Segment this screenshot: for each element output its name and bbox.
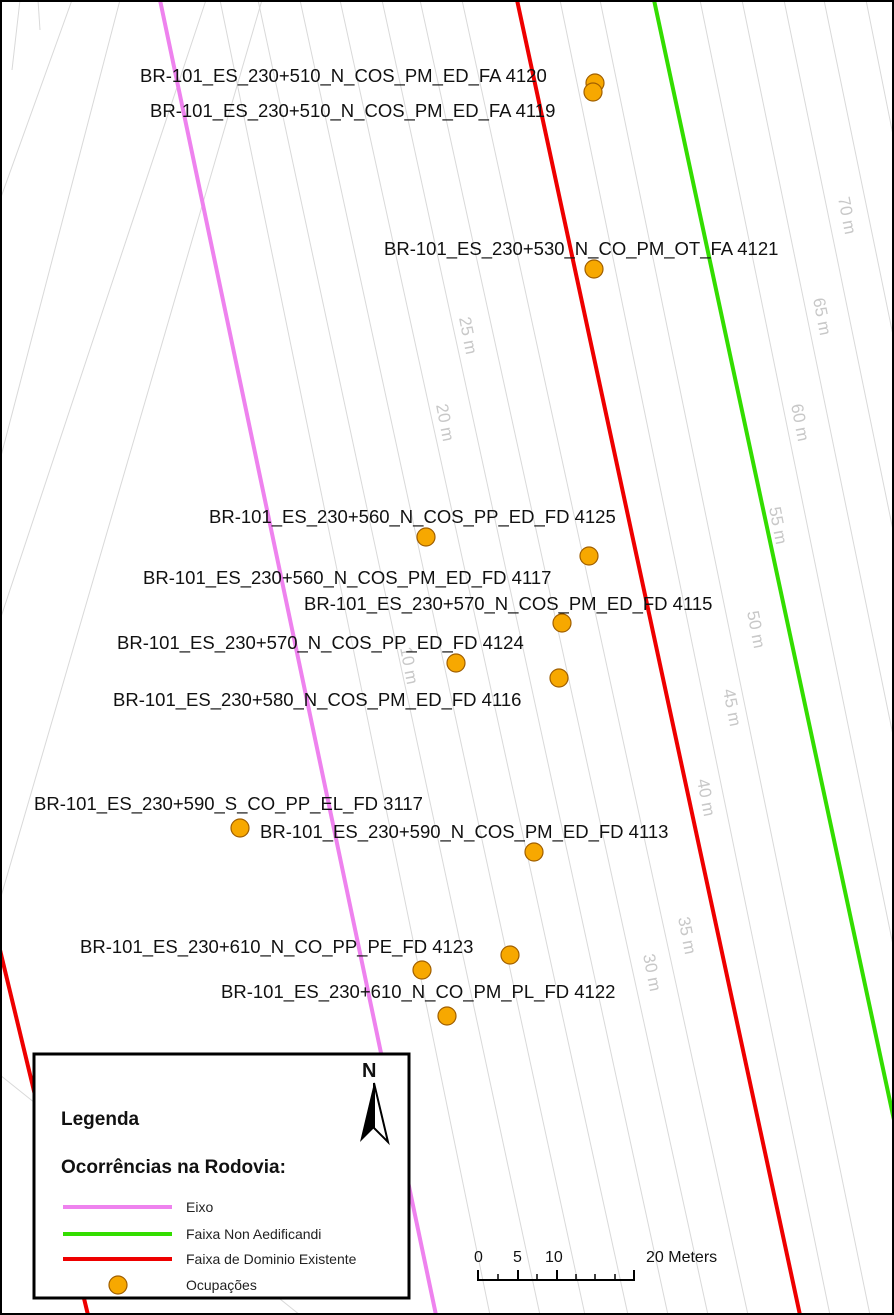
distance-label: 60 m bbox=[787, 402, 813, 443]
distance-label: 35 m bbox=[674, 915, 700, 956]
distance-label: 25 m bbox=[455, 315, 481, 356]
occurrence-point[interactable] bbox=[416, 527, 436, 547]
occurrence-point[interactable] bbox=[446, 653, 466, 673]
occurrence-point[interactable] bbox=[579, 546, 599, 566]
legend: Legenda Ocorrências na Rodovia: Eixo Fai… bbox=[32, 1052, 411, 1300]
distance-label: 65 m bbox=[809, 296, 835, 337]
scale-tick-label: 0 bbox=[474, 1249, 483, 1266]
occurrence-label: BR-101_ES_230+590_N_COS_PM_ED_FD 4113 bbox=[260, 821, 668, 843]
distance-label: 40 m bbox=[693, 777, 719, 818]
legend-subtitle: Ocorrências na Rodovia: bbox=[61, 1157, 286, 1178]
occurrence-point[interactable] bbox=[549, 668, 569, 688]
occurrence-labels: BR-101_ES_230+510_N_COS_PM_ED_FA 4120 BR… bbox=[34, 65, 778, 1003]
occurrence-label: BR-101_ES_230+580_N_COS_PM_ED_FD 4116 bbox=[113, 689, 521, 711]
scale-tick-label: 5 bbox=[513, 1249, 522, 1266]
scale-tick-label: 10 bbox=[545, 1249, 563, 1266]
occurrence-label: BR-101_ES_230+560_N_COS_PP_ED_FD 4125 bbox=[209, 506, 616, 528]
occurrence-label: BR-101_ES_230+570_N_COS_PP_ED_FD 4124 bbox=[117, 632, 524, 654]
faixa-non-aedificandi-line bbox=[652, 0, 894, 1121]
occurrence-label: BR-101_ES_230+510_N_COS_PM_ED_FA 4119 bbox=[150, 100, 555, 122]
scale-tick-label: 20 Meters bbox=[646, 1249, 717, 1266]
north-arrow-icon: N bbox=[360, 1060, 390, 1146]
north-label: N bbox=[362, 1060, 376, 1082]
occurrence-point[interactable] bbox=[500, 945, 520, 965]
distance-labels: 70 m 65 m 60 m 55 m 50 m 45 m 40 m 35 m … bbox=[396, 195, 860, 993]
legend-title: Legenda bbox=[61, 1109, 140, 1130]
occurrence-point[interactable] bbox=[583, 82, 603, 102]
legend-item-label: Faixa Non Aedificandi bbox=[186, 1226, 321, 1242]
distance-label: 70 m bbox=[834, 195, 860, 236]
distance-label: 45 m bbox=[719, 687, 745, 728]
occurrence-point[interactable] bbox=[552, 613, 572, 633]
occurrence-label: BR-101_ES_230+610_N_CO_PP_PE_FD 4123 bbox=[80, 936, 473, 958]
occurrence-label: BR-101_ES_230+570_N_COS_PM_ED_FD 4115 bbox=[304, 593, 712, 615]
legend-ocupacoes-swatch bbox=[108, 1275, 128, 1295]
legend-item-label: Eixo bbox=[186, 1199, 213, 1215]
faixa-dominio-line bbox=[515, 0, 802, 1315]
occurrence-label: BR-101_ES_230+610_N_CO_PM_PL_FD 4122 bbox=[221, 981, 615, 1003]
occurrence-point[interactable] bbox=[584, 259, 604, 279]
occurrence-points[interactable] bbox=[230, 73, 605, 1026]
occurrence-point[interactable] bbox=[437, 1006, 457, 1026]
scale-bar: 0 5 10 20 Meters bbox=[474, 1249, 717, 1281]
occurrence-label: BR-101_ES_230+590_S_CO_PP_EL_FD 3117 bbox=[34, 793, 423, 815]
distance-label: 30 m bbox=[639, 952, 665, 993]
legend-item-label: Ocupações bbox=[186, 1277, 257, 1293]
distance-label: 50 m bbox=[743, 609, 769, 650]
occurrence-label: BR-101_ES_230+530_N_CO_PM_OT_FA 4121 bbox=[384, 238, 778, 260]
occurrence-point[interactable] bbox=[524, 842, 544, 862]
legend-item-label: Faixa de Dominio Existente bbox=[186, 1251, 357, 1267]
occurrence-point[interactable] bbox=[230, 818, 250, 838]
occurrence-point[interactable] bbox=[412, 960, 432, 980]
occurrence-label: BR-101_ES_230+510_N_COS_PM_ED_FA 4120 bbox=[140, 65, 547, 87]
occurrence-label: BR-101_ES_230+560_N_COS_PM_ED_FD 4117 bbox=[143, 567, 551, 589]
